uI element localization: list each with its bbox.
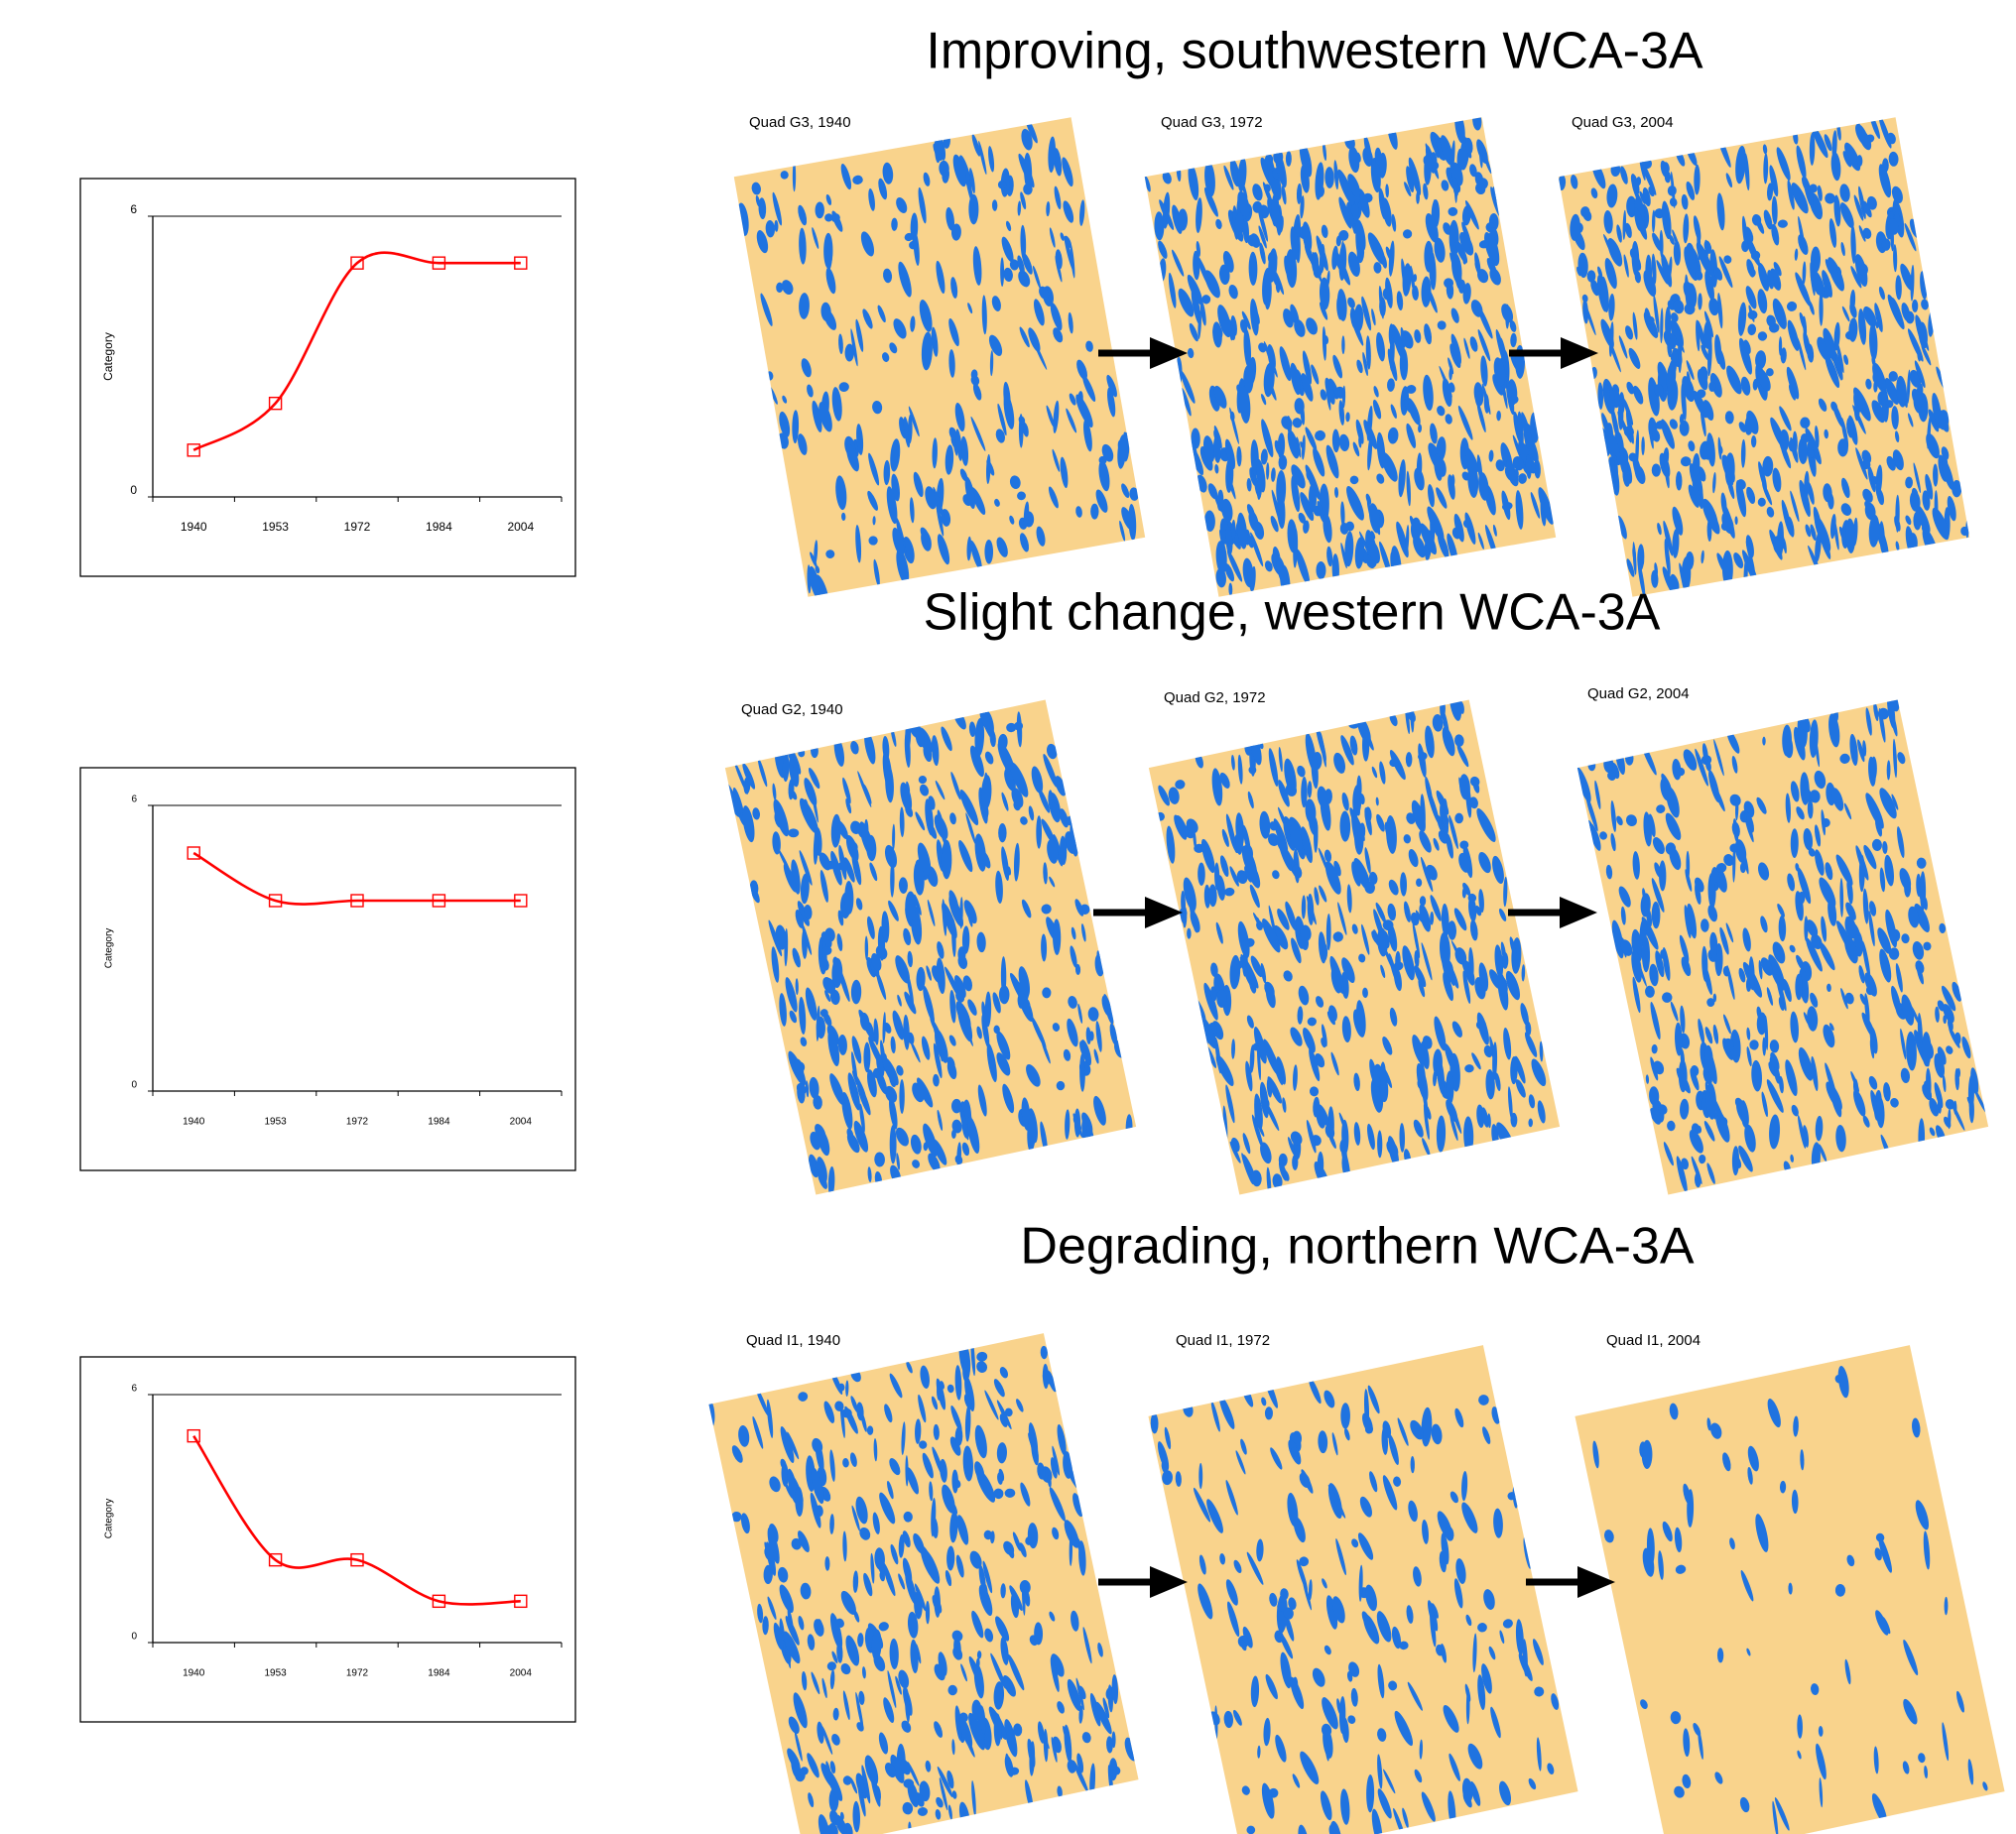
y-axis-label: Category: [104, 1499, 115, 1539]
y-tick-label: 0: [131, 1080, 137, 1091]
water-patch: [1340, 1403, 1350, 1428]
chart-frame: [80, 768, 575, 1170]
y-axis-label: Category: [101, 332, 115, 381]
water-patch: [1762, 737, 1765, 746]
x-tick-label: 1940: [183, 1117, 205, 1128]
y-tick-label: 6: [130, 202, 137, 216]
arrow-head: [1560, 897, 1597, 928]
y-axis-label: Category: [104, 928, 115, 969]
chart-frame: [80, 179, 575, 576]
water-patch: [1411, 518, 1422, 541]
water-patch: [998, 823, 1006, 842]
map-image: [1570, 683, 1994, 1211]
x-tick-label: 1984: [428, 1668, 450, 1679]
water-patch: [1406, 752, 1413, 767]
map-image: [727, 102, 1151, 611]
map-label: Quad G2, 2004: [1587, 685, 1690, 702]
map-image: [714, 685, 1145, 1214]
map-label: Quad G3, 2004: [1572, 114, 1674, 131]
x-tick-label: 1984: [428, 1117, 450, 1128]
water-patch: [1837, 438, 1848, 456]
map-label: Quad G2, 1972: [1164, 689, 1266, 706]
x-tick-label: 1940: [183, 1668, 205, 1679]
map-label: Quad G2, 1940: [741, 701, 843, 718]
y-tick-label: 6: [131, 1384, 137, 1395]
water-patch: [1751, 435, 1756, 447]
water-patch: [863, 1042, 870, 1073]
x-tick-label: 1953: [264, 1668, 287, 1679]
panel-title: Improving, southwestern WCA-3A: [926, 23, 1702, 80]
map-image: [1550, 98, 1978, 616]
y-tick-label: 0: [130, 483, 137, 497]
water-patch: [942, 840, 952, 880]
x-tick-label: 2004: [507, 520, 534, 534]
map-label: Quad I1, 1972: [1176, 1332, 1270, 1349]
line-chart: 0 6 Category 1940 1953 1972 1984 2004: [80, 768, 575, 1170]
x-tick-label: 1940: [181, 520, 207, 534]
panel-title: Slight change, western WCA-3A: [924, 584, 1661, 642]
x-tick-label: 1984: [426, 520, 452, 534]
water-patch: [1090, 504, 1098, 520]
water-patch: [1699, 366, 1707, 384]
water-patch: [1920, 871, 1926, 911]
water-patch: [1800, 418, 1810, 428]
y-tick-label: 6: [131, 795, 137, 805]
panel-title: Degrading, northern WCA-3A: [1020, 1218, 1695, 1276]
water-patch: [1440, 698, 1446, 719]
water-patch: [1265, 1406, 1273, 1419]
water-patch: [788, 828, 799, 837]
y-tick-label: 0: [131, 1632, 137, 1643]
map-image: [700, 1320, 1146, 1834]
x-tick-label: 1972: [346, 1117, 369, 1128]
water-patch: [1318, 1152, 1324, 1178]
water-patch: [793, 161, 796, 191]
water-patch: [1042, 987, 1051, 998]
line-chart: 0 6 Category 1940 1953 1972 1984 2004: [80, 1357, 575, 1722]
map-image: [1138, 683, 1566, 1213]
x-tick-label: 1972: [346, 1668, 369, 1679]
water-patch: [1665, 306, 1671, 342]
water-patch: [1642, 1440, 1653, 1469]
map-label: Quad G3, 1940: [749, 114, 851, 131]
map-image: [1135, 103, 1564, 616]
x-tick-label: 1953: [262, 520, 289, 534]
chart-frame: [80, 1357, 575, 1722]
map-label: Quad I1, 1940: [746, 1332, 840, 1349]
water-patch: [1178, 208, 1188, 230]
water-patch: [1036, 815, 1042, 849]
map-label: Quad G3, 1972: [1161, 114, 1263, 131]
x-tick-label: 1953: [264, 1117, 287, 1128]
x-tick-label: 2004: [510, 1668, 533, 1679]
arrow-head: [1145, 897, 1183, 928]
water-patch: [1882, 238, 1891, 250]
map-image: [1140, 1327, 1584, 1834]
x-tick-label: 2004: [510, 1117, 533, 1128]
map-label: Quad I1, 2004: [1606, 1332, 1701, 1349]
water-patch: [867, 1425, 873, 1435]
water-patch: [1715, 882, 1718, 890]
line-chart: 0 6 Category 1940 1953 1972 1984 2004: [80, 179, 575, 576]
water-patch: [1454, 813, 1463, 824]
x-tick-label: 1972: [344, 520, 371, 534]
map-image: [1575, 1345, 2006, 1834]
